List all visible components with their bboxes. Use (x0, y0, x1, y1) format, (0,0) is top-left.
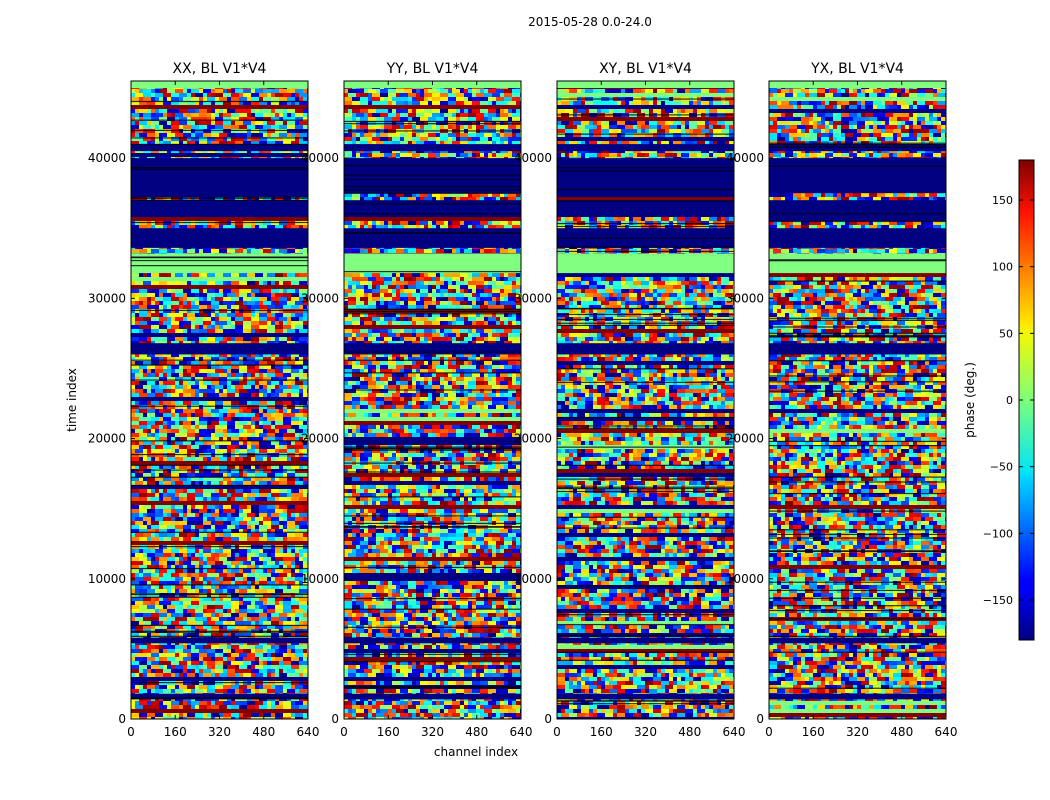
flag-block (131, 693, 308, 700)
x-tick-label: 320 (634, 725, 657, 739)
flag-block (344, 343, 521, 355)
flag-block (131, 253, 308, 274)
flag-block (769, 158, 946, 194)
flag-block (344, 200, 521, 218)
flag-block (769, 253, 946, 274)
flag-block (344, 637, 521, 644)
colorbar-tick-label: −150 (983, 594, 1013, 607)
y-tick-label: 10000 (301, 572, 339, 586)
y-tick-label: 20000 (726, 432, 764, 446)
x-tick-label: 160 (164, 725, 187, 739)
colorbar-label: phase (deg.) (963, 362, 977, 438)
y-tick-label: 0 (331, 712, 339, 726)
flag-block (769, 637, 946, 644)
x-tick-label: 480 (678, 725, 701, 739)
panel-3: XY, BL V1*V4 0 160 320 480 640 0 10000 20000 3000… (514, 61, 746, 739)
y-tick-label: 10000 (88, 572, 126, 586)
x-tick-label: 640 (723, 725, 746, 739)
x-axis-label: channel index (434, 745, 518, 759)
flag-block (344, 228, 521, 248)
flag-block (769, 343, 946, 355)
y-tick-label: 20000 (514, 432, 552, 446)
y-tick-label: 20000 (88, 432, 126, 446)
y-tick-label: 30000 (726, 291, 764, 305)
colorbar-tick-label: 0 (1006, 394, 1013, 407)
y-tick-label: 40000 (88, 151, 126, 165)
flag-block (557, 144, 734, 152)
flag-block (557, 693, 734, 700)
flag-block (557, 637, 734, 644)
x-tick-label: 0 (765, 725, 773, 739)
panels: XX, BL V1*V4 0 160 320 480 640 0 10000 20000 3000… (88, 61, 958, 739)
colorbar-tick-label: −100 (983, 527, 1013, 540)
flag-block (557, 200, 734, 218)
y-tick-label: 0 (118, 712, 126, 726)
flag-block (131, 343, 308, 355)
y-tick-label: 40000 (301, 151, 339, 165)
flag-block (344, 693, 521, 700)
colorbar-tick-label: 100 (992, 261, 1013, 274)
flag-block (131, 228, 308, 248)
x-tick-label: 480 (465, 725, 488, 739)
y-tick-label: 30000 (514, 291, 552, 305)
y-tick-label: 30000 (301, 291, 339, 305)
x-tick-label: 320 (208, 725, 231, 739)
x-tick-label: 160 (802, 725, 825, 739)
y-tick-label: 10000 (514, 572, 552, 586)
x-tick-label: 160 (590, 725, 613, 739)
y-tick-label: 0 (756, 712, 764, 726)
colorbar-tick-label: −50 (990, 461, 1013, 474)
heatmap-cells (557, 81, 734, 719)
x-tick-label: 640 (510, 725, 533, 739)
x-tick-label: 160 (377, 725, 400, 739)
y-axis-label: time index (65, 368, 79, 432)
x-tick-label: 0 (127, 725, 135, 739)
x-tick-label: 0 (340, 725, 348, 739)
colorbar-tick-label: 150 (992, 194, 1013, 207)
x-tick-label: 640 (935, 725, 958, 739)
colorbar-tick-label: 50 (999, 327, 1013, 340)
y-tick-label: 30000 (88, 291, 126, 305)
flag-block (769, 228, 946, 248)
heatmap-cells (131, 81, 308, 719)
panel-title: YY, BL V1*V4 (386, 61, 479, 77)
flag-block (769, 200, 946, 218)
flag-block (557, 158, 734, 194)
flag-block (769, 693, 946, 700)
flag-block (344, 144, 521, 152)
panel-title: YX, BL V1*V4 (810, 61, 904, 77)
x-tick-label: 320 (846, 725, 869, 739)
x-tick-label: 480 (252, 725, 275, 739)
heatmap-cells (344, 81, 521, 719)
figure-suptitle: 2015-05-28 0.0-24.0 (528, 15, 652, 29)
flag-block (344, 253, 521, 274)
y-tick-label: 0 (544, 712, 552, 726)
flag-block (131, 637, 308, 644)
flag-block (131, 158, 308, 194)
y-tick-label: 40000 (726, 151, 764, 165)
heatmap-cells (769, 81, 946, 719)
flag-block (131, 144, 308, 152)
flag-block (557, 343, 734, 355)
y-tick-label: 20000 (301, 432, 339, 446)
colorbar: phase (deg.) −150 −100 −50 0 50 100 150 (963, 159, 1035, 641)
x-tick-label: 0 (553, 725, 561, 739)
y-tick-label: 10000 (726, 572, 764, 586)
panel-title: XX, BL V1*V4 (173, 61, 267, 77)
panel-title: XY, BL V1*V4 (599, 61, 692, 77)
flag-block (131, 200, 308, 218)
panel-2: YY, BL V1*V4 0 160 320 480 640 0 10000 20000 3000… (301, 61, 533, 739)
x-tick-label: 320 (421, 725, 444, 739)
x-tick-label: 640 (297, 725, 320, 739)
flag-block (557, 253, 734, 274)
y-tick-label: 40000 (514, 151, 552, 165)
x-tick-label: 480 (890, 725, 913, 739)
panel-4: YX, BL V1*V4 0 160 320 480 640 0 10000 20000 3000… (726, 61, 958, 739)
panel-1: XX, BL V1*V4 0 160 320 480 640 0 10000 20000 3000… (88, 61, 320, 739)
